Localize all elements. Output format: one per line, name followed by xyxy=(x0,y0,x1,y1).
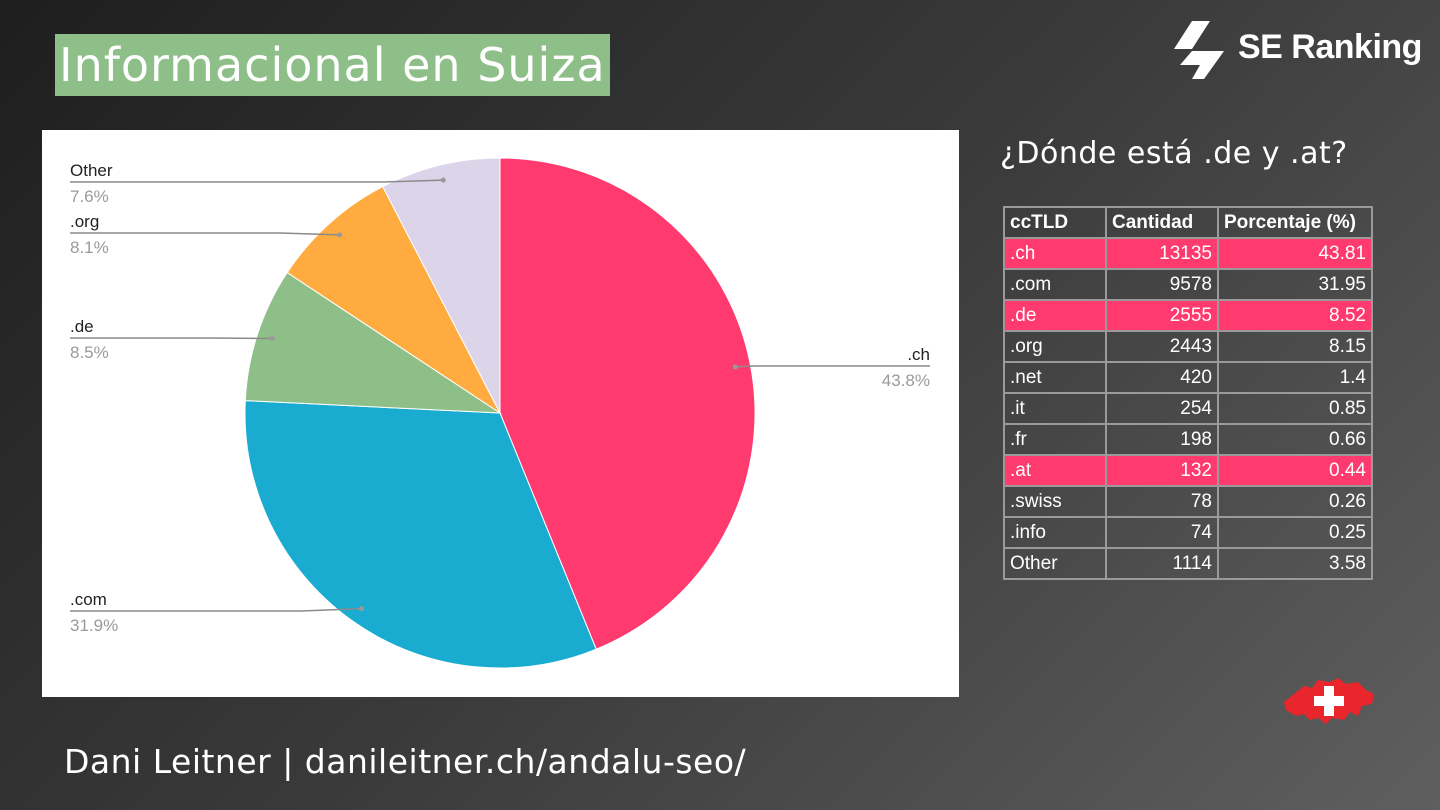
cell-count: 9578 xyxy=(1105,268,1219,301)
slice-value-other: 7.6% xyxy=(70,187,109,206)
pie-slice-com xyxy=(244,400,597,669)
table-row: .ch 13135 43.81 xyxy=(1003,237,1373,270)
cell-tld: .swiss xyxy=(1003,485,1107,518)
cell-count: 132 xyxy=(1105,454,1219,487)
table-row: .at 132 0.44 xyxy=(1003,454,1373,487)
leader-line-com xyxy=(70,607,362,612)
table-row: .net 420 1.4 xyxy=(1003,361,1373,394)
cell-count: 198 xyxy=(1105,423,1219,456)
cell-percentage: 43.81 xyxy=(1217,237,1373,270)
cell-percentage: 0.26 xyxy=(1217,485,1373,518)
cell-tld: .at xyxy=(1003,454,1107,487)
cell-tld: .fr xyxy=(1003,423,1107,456)
slice-value-ch: 43.8% xyxy=(882,371,930,390)
table-row: .info 74 0.25 xyxy=(1003,516,1373,549)
slice-label-com: .com xyxy=(70,590,107,609)
table-row: .org 2443 8.15 xyxy=(1003,330,1373,363)
tld-table: ccTLD Cantidad Porcentaje (%) .ch 13135 43… xyxy=(1003,206,1373,580)
cell-count: 78 xyxy=(1105,485,1219,518)
slice-value-com: 31.9% xyxy=(70,616,118,635)
leader-line-org xyxy=(70,232,340,236)
table-row: .de 2555 8.52 xyxy=(1003,299,1373,332)
leader-dot-other xyxy=(440,177,446,183)
header-cantidad: Cantidad xyxy=(1105,206,1219,239)
cell-tld: .ch xyxy=(1003,237,1107,270)
cell-count: 13135 xyxy=(1105,237,1219,270)
header-porcentaje: Porcentaje (%) xyxy=(1217,206,1373,239)
leader-dot-com xyxy=(358,606,364,612)
table-header-row: ccTLD Cantidad Porcentaje (%) xyxy=(1003,206,1373,239)
cell-count: 1114 xyxy=(1105,547,1219,580)
cell-tld: .de xyxy=(1003,299,1107,332)
pie-slice-org xyxy=(286,185,502,415)
swiss-map-flag-icon xyxy=(1284,678,1374,724)
pie-slice-other xyxy=(382,157,501,414)
header-cctld: ccTLD xyxy=(1003,206,1107,239)
cell-percentage: 0.44 xyxy=(1217,454,1373,487)
cell-count: 74 xyxy=(1105,516,1219,549)
cell-tld: .com xyxy=(1003,268,1107,301)
table-row: Other 1114 3.58 xyxy=(1003,547,1373,580)
se-ranking-logo-icon xyxy=(1174,21,1224,79)
cell-tld: .org xyxy=(1003,330,1107,363)
pie-slice-ch xyxy=(499,157,756,650)
cell-count: 254 xyxy=(1105,392,1219,425)
leader-line-other xyxy=(70,179,444,183)
slice-label-de: .de xyxy=(70,317,94,336)
brand-logo: SE Ranking xyxy=(1170,18,1422,82)
table-row: .fr 198 0.66 xyxy=(1003,423,1373,456)
chart-panel: .ch 43.8% .com 31.9% .de 8.5% .org 8.1% Other 7.6… xyxy=(42,130,959,697)
pie-chart: .ch 43.8% .com 31.9% .de 8.5% .org 8.1% Other 7.6… xyxy=(70,157,930,669)
cell-percentage: 0.85 xyxy=(1217,392,1373,425)
table-row: .com 9578 31.95 xyxy=(1003,268,1373,301)
cell-percentage: 8.52 xyxy=(1217,299,1373,332)
page-title: Informacional en Suiza xyxy=(59,38,606,92)
table-row: .it 254 0.85 xyxy=(1003,392,1373,425)
slice-label-org: .org xyxy=(70,212,99,231)
slice-value-de: 8.5% xyxy=(70,343,109,362)
cell-count: 2555 xyxy=(1105,299,1219,332)
leader-dot-ch xyxy=(732,364,738,370)
cell-percentage: 0.66 xyxy=(1217,423,1373,456)
cell-percentage: 1.4 xyxy=(1217,361,1373,394)
cell-percentage: 0.25 xyxy=(1217,516,1373,549)
cell-tld: .info xyxy=(1003,516,1107,549)
cell-tld: Other xyxy=(1003,547,1107,580)
title-box: Informacional en Suiza xyxy=(55,34,610,96)
brand-name: SE Ranking xyxy=(1238,28,1422,66)
slice-label-other: Other xyxy=(70,161,113,180)
cell-count: 420 xyxy=(1105,361,1219,394)
slice-value-org: 8.1% xyxy=(70,238,109,257)
leader-line-ch xyxy=(735,365,930,368)
leader-dot-de xyxy=(269,335,275,341)
leader-dot-org xyxy=(337,232,343,238)
footer-credit: Dani Leitner | danileitner.ch/andalu-seo… xyxy=(64,742,747,781)
table-row: .swiss 78 0.26 xyxy=(1003,485,1373,518)
cell-percentage: 3.58 xyxy=(1217,547,1373,580)
table-heading: ¿Dónde está .de y .at? xyxy=(1000,136,1348,171)
slice-label-ch: .ch xyxy=(907,345,930,364)
cell-count: 2443 xyxy=(1105,330,1219,363)
cell-tld: .it xyxy=(1003,392,1107,425)
cell-tld: .net xyxy=(1003,361,1107,394)
cell-percentage: 8.15 xyxy=(1217,330,1373,363)
cell-percentage: 31.95 xyxy=(1217,268,1373,301)
pie-slice-de xyxy=(244,271,502,414)
